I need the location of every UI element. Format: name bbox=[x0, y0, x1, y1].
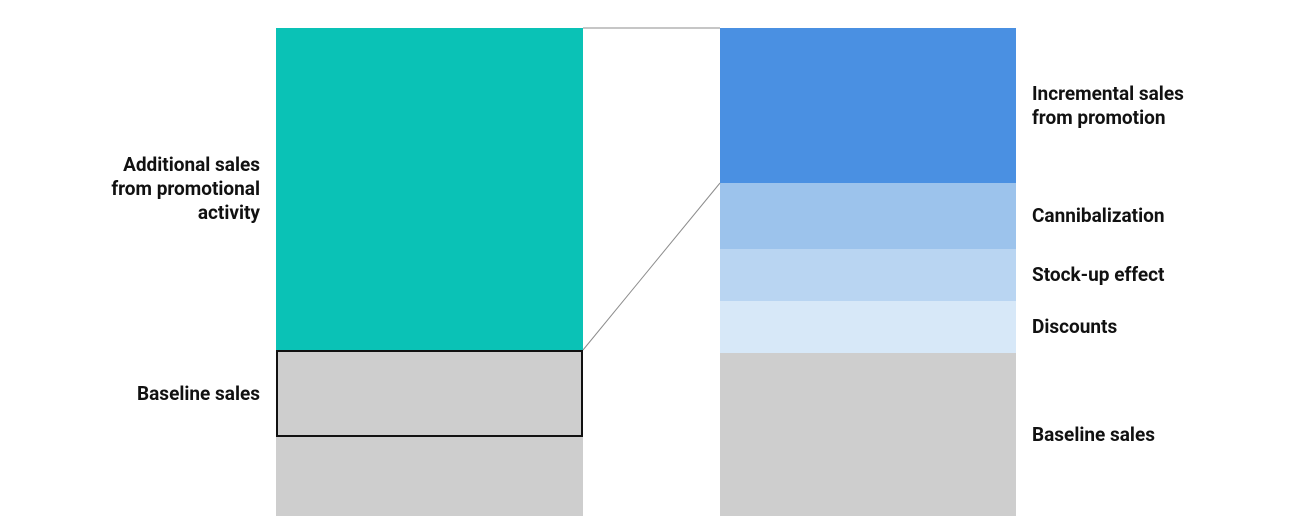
right-label-stockup: Stock-up effect bbox=[1032, 263, 1272, 287]
left-bar-segment-additional bbox=[276, 28, 583, 350]
right-bar-segment-incremental bbox=[720, 28, 1016, 183]
left-label-baseline_boxed: Baseline sales bbox=[40, 382, 260, 406]
right-label-cannibalization: Cannibalization bbox=[1032, 204, 1272, 228]
right-bar-segment-discounts bbox=[720, 301, 1016, 353]
left-bar-segment-baseline_boxed bbox=[276, 350, 583, 437]
right-label-incremental: Incremental salesfrom promotion bbox=[1032, 82, 1272, 130]
left-bar-segment-baseline_plain bbox=[276, 437, 583, 516]
right-label-baseline: Baseline sales bbox=[1032, 423, 1272, 447]
chart-stage: Additional salesfrom promotionalactivity… bbox=[0, 0, 1291, 525]
left-label-additional: Additional salesfrom promotionalactivity bbox=[40, 153, 260, 224]
right-bar-segment-cannibalization bbox=[720, 183, 1016, 249]
right-label-discounts: Discounts bbox=[1032, 315, 1272, 339]
right-bar-segment-baseline bbox=[720, 353, 1016, 516]
right-bar-segment-stockup bbox=[720, 249, 1016, 301]
